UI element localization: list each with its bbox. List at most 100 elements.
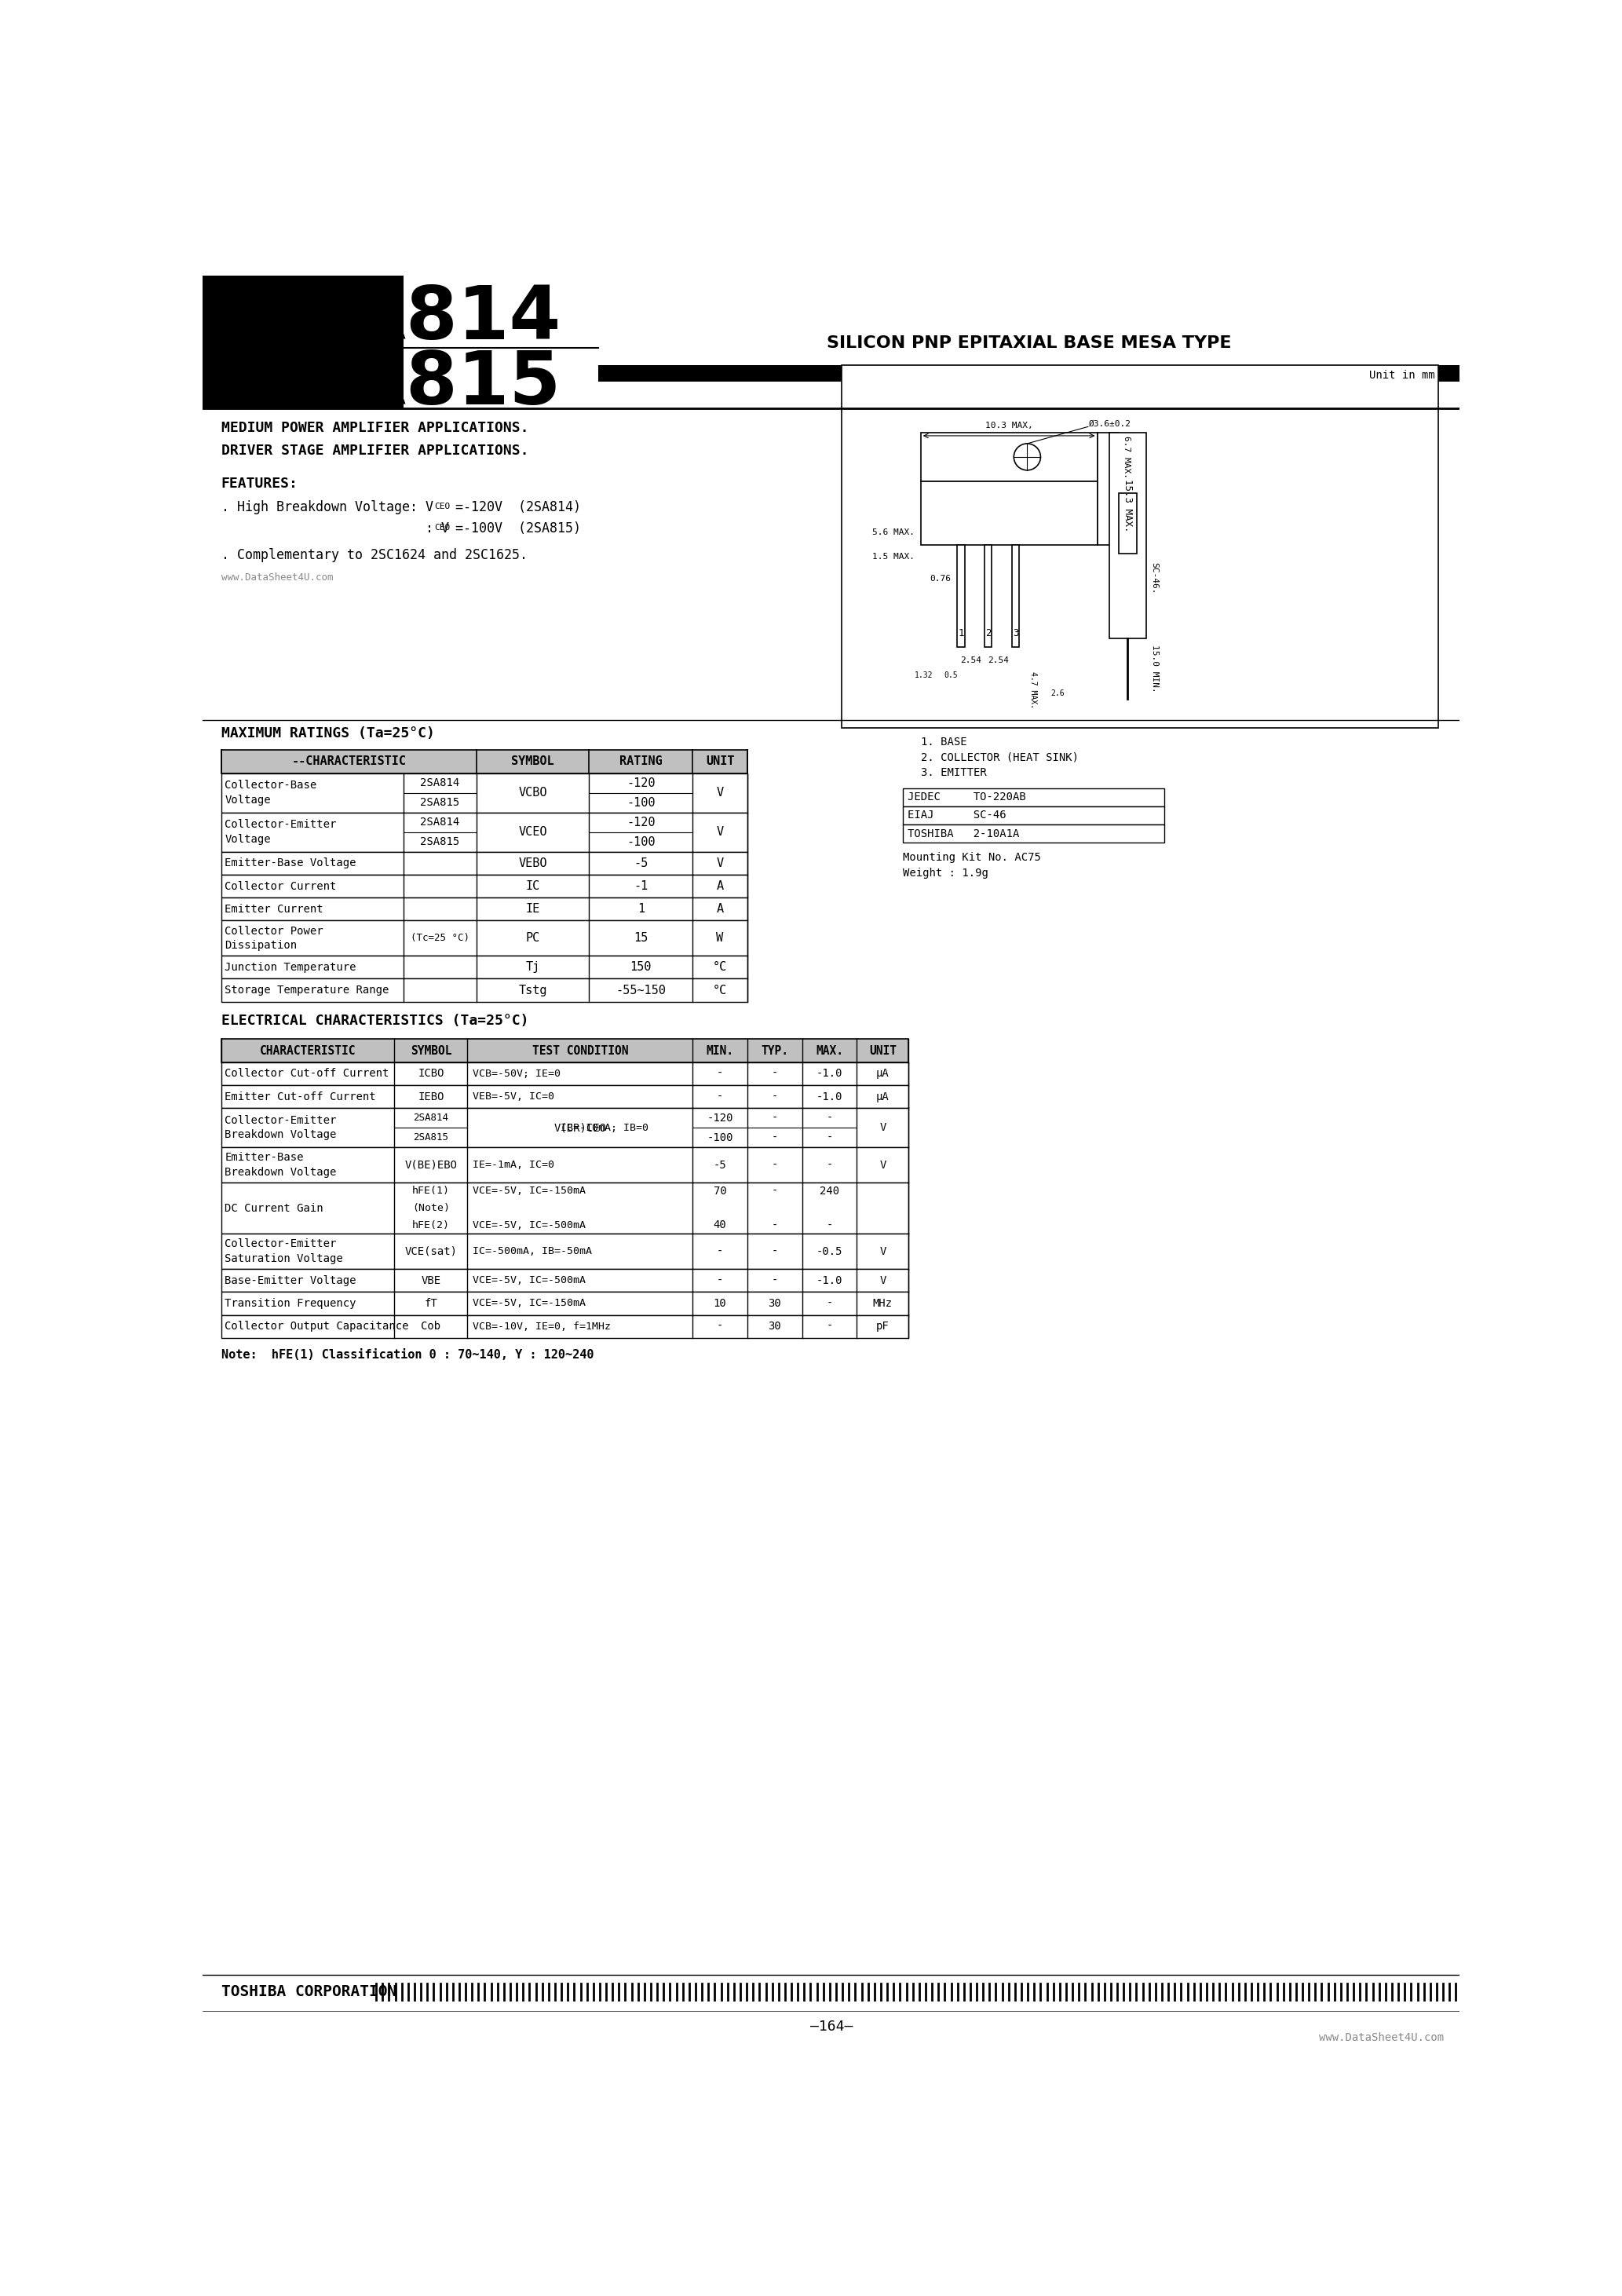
Text: Storage Temperature Range: Storage Temperature Range [225, 985, 389, 996]
Text: VCE=-5V, IC=-150mA: VCE=-5V, IC=-150mA [472, 1297, 586, 1309]
Text: -120: -120 [626, 817, 655, 829]
Text: 2SA814: 2SA814 [420, 778, 459, 788]
Text: ELECTRICAL CHARACTERISTICS (Ta=25°C): ELECTRICAL CHARACTERISTICS (Ta=25°C) [221, 1015, 529, 1029]
Text: RATING: RATING [620, 755, 662, 767]
Text: 10: 10 [714, 1297, 727, 1309]
Text: DC Current Gain: DC Current Gain [225, 1203, 323, 1215]
Text: 3: 3 [1012, 629, 1019, 638]
Text: Transition Frequency: Transition Frequency [225, 1297, 357, 1309]
Text: V(BE)EBO: V(BE)EBO [404, 1159, 457, 1171]
Text: SYMBOL: SYMBOL [410, 1045, 451, 1056]
Text: www.DataSheet4U.com: www.DataSheet4U.com [1319, 2032, 1444, 2043]
Bar [221, 1109, 908, 1148]
Text: 70: 70 [714, 1185, 727, 1196]
Text: JEDEC     TO-220AB: JEDEC TO-220AB [907, 792, 1025, 804]
Text: (Note): (Note) [412, 1203, 449, 1212]
Text: VCE=-5V, IC=-500mA: VCE=-5V, IC=-500mA [472, 1219, 586, 1231]
Text: TOSHIBA   2-10A1A: TOSHIBA 2-10A1A [907, 829, 1019, 838]
Text: Emitter-Base Voltage: Emitter-Base Voltage [225, 859, 357, 868]
Bar [221, 1063, 908, 1086]
Bar [1096, 432, 1119, 544]
Text: -: - [772, 1274, 779, 1286]
Text: : V: : V [221, 521, 449, 535]
Text: -: - [717, 1247, 723, 1256]
Text: -1: -1 [634, 879, 649, 893]
Text: MEDIUM POWER AMPLIFIER APPLICATIONS.: MEDIUM POWER AMPLIFIER APPLICATIONS. [221, 420, 529, 434]
Text: 1.32: 1.32 [915, 670, 933, 680]
Text: IC=-500mA, IB=-50mA: IC=-500mA, IB=-50mA [472, 1247, 592, 1256]
Text: 2SA814: 2SA814 [420, 817, 459, 829]
Text: -120: -120 [626, 776, 655, 790]
Text: UNIT: UNIT [869, 1045, 897, 1056]
Text: A: A [717, 902, 723, 916]
Text: IC: IC [526, 879, 540, 893]
Text: -: - [772, 1159, 779, 1171]
Text: °C: °C [712, 985, 727, 996]
Text: 15.3 MAX.: 15.3 MAX. [1122, 480, 1132, 533]
Text: V: V [879, 1123, 886, 1134]
Text: Tstg: Tstg [519, 985, 547, 996]
Text: -: - [717, 1091, 723, 1102]
Text: -: - [772, 1114, 779, 1123]
Text: Ø3.6±0.2: Ø3.6±0.2 [1090, 420, 1132, 427]
Text: Emitter-Base
Breakdown Voltage: Emitter-Base Breakdown Voltage [225, 1153, 336, 1178]
Text: 150: 150 [629, 962, 652, 974]
Text: V: V [879, 1274, 886, 1286]
Text: hFE(2): hFE(2) [412, 1219, 449, 1231]
Text: 10.3 MAX,: 10.3 MAX, [985, 422, 1033, 429]
Text: UNIT: UNIT [706, 755, 735, 767]
Text: . High Breakdown Voltage: V: . High Breakdown Voltage: V [221, 501, 433, 514]
Bar [221, 751, 748, 774]
Text: VEBO: VEBO [519, 856, 547, 870]
Bar [203, 276, 404, 342]
Bar [902, 824, 1165, 843]
Text: V: V [717, 788, 723, 799]
Text: -1.0: -1.0 [816, 1274, 842, 1286]
Text: Collector-Base
Voltage: Collector-Base Voltage [225, 781, 316, 806]
Text: 0.76: 0.76 [929, 574, 950, 583]
Text: TOSHIBA CORPORATION: TOSHIBA CORPORATION [221, 1984, 396, 2000]
Text: CEO: CEO [435, 523, 451, 530]
Text: Unit in mm: Unit in mm [1369, 370, 1435, 381]
Bar [842, 365, 1437, 728]
Bar [221, 1293, 908, 1316]
Text: =-120V  (2SA814): =-120V (2SA814) [456, 501, 581, 514]
Text: (Tc=25 °C): (Tc=25 °C) [410, 932, 469, 944]
Text: -: - [772, 1132, 779, 1143]
Text: Collector-Emitter
Breakdown Voltage: Collector-Emitter Breakdown Voltage [225, 1116, 336, 1141]
Bar [221, 1086, 908, 1109]
Text: 2. COLLECTOR (HEAT SINK): 2. COLLECTOR (HEAT SINK) [921, 753, 1079, 762]
Text: -0.5: -0.5 [816, 1247, 842, 1256]
Text: Weight : 1.9g: Weight : 1.9g [902, 868, 988, 879]
Bar [902, 788, 1165, 806]
Text: -: - [826, 1114, 832, 1123]
Text: V: V [717, 827, 723, 838]
Bar [221, 852, 748, 875]
Text: 1: 1 [637, 902, 644, 916]
Text: Junction Temperature: Junction Temperature [225, 962, 357, 974]
Text: 2SA815: 2SA815 [245, 349, 561, 420]
Text: IEBO: IEBO [418, 1091, 444, 1102]
Bar [1109, 432, 1145, 638]
Text: =-100V  (2SA815): =-100V (2SA815) [456, 521, 581, 535]
Bar [221, 955, 748, 978]
Bar [221, 875, 748, 898]
Bar [221, 813, 748, 852]
Text: 2SA814: 2SA814 [414, 1114, 449, 1123]
Text: Collector Output Capacitance: Collector Output Capacitance [225, 1320, 409, 1332]
Text: -: - [826, 1297, 832, 1309]
Text: °C: °C [712, 962, 727, 974]
Bar [985, 544, 993, 647]
Text: -100: -100 [707, 1132, 733, 1143]
Text: W: W [717, 932, 723, 944]
Text: VCE(sat): VCE(sat) [404, 1247, 457, 1256]
Text: -100: -100 [626, 836, 655, 847]
Text: Base-Emitter Voltage: Base-Emitter Voltage [225, 1274, 357, 1286]
Text: -: - [717, 1320, 723, 1332]
Text: hFE(1): hFE(1) [412, 1187, 449, 1196]
Text: 2SA815: 2SA815 [414, 1132, 449, 1143]
Text: -120: -120 [707, 1114, 733, 1123]
Text: CHARACTERISTIC: CHARACTERISTIC [260, 1045, 355, 1056]
Text: -: - [826, 1159, 832, 1171]
Bar [1012, 544, 1019, 647]
